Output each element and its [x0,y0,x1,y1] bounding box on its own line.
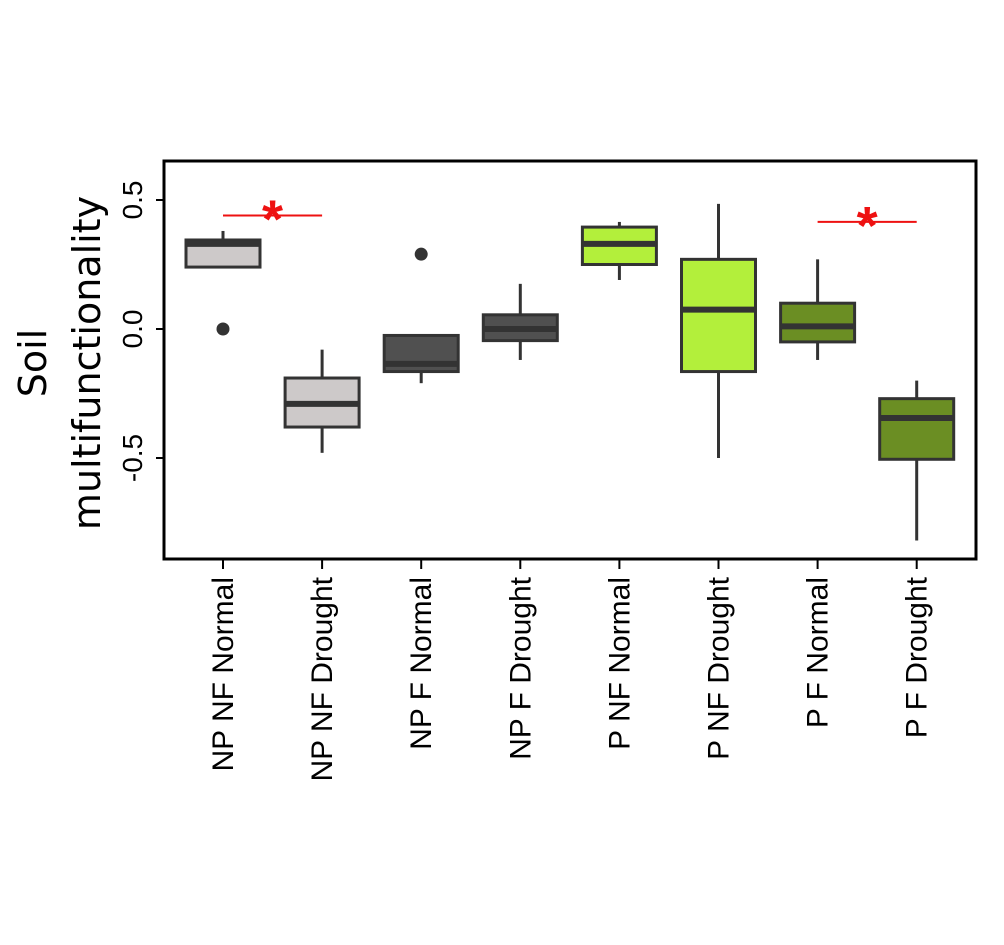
y-tick-label: -0.5 [117,434,148,482]
x-tick-label: NP F Drought [504,576,537,760]
box-p-f-normal [779,259,857,360]
x-tick-label: NP NF Drought [306,576,339,781]
box-p-nf-normal [580,221,658,280]
y-axis-title-line-2: multifunctionality [65,196,109,530]
box-iqr [779,301,857,344]
x-tick-label: NP NF Normal [207,577,240,771]
box-np-nf-normal [184,230,262,336]
significance-star: * [857,196,878,256]
box-np-f-normal [382,247,460,384]
box-np-nf-drought [283,349,361,453]
x-tick-label: P F Normal [802,577,835,728]
outlier-point [216,322,230,336]
boxes [184,203,956,541]
box-iqr [878,397,956,461]
x-tick-label: P NF Drought [703,576,736,760]
y-tick-label: 0.5 [117,181,148,220]
y-axis-ticks: 0.5 0.0 -0.5 [117,181,164,482]
y-tick-label: 0.0 [117,310,148,349]
x-tick-label: P F Drought [901,576,934,738]
box-iqr [680,257,757,374]
x-tick-label: P NF Normal [603,577,636,750]
x-axis-ticks: NP NF Normal NP NF Drought NP F Normal NP F… [207,559,934,782]
box-p-nf-drought [680,203,757,458]
plot-panel-border [162,159,978,561]
y-axis-title: Soil multifunctionality [11,196,109,530]
significance-star: * [262,189,283,249]
box-np-f-drought [481,283,559,360]
box-p-f-drought [878,380,956,541]
outlier-point [414,247,428,261]
x-tick-label: NP F Normal [405,577,438,750]
significance-markers: * * [223,189,917,256]
y-axis-title-line-1: Soil [11,329,55,398]
